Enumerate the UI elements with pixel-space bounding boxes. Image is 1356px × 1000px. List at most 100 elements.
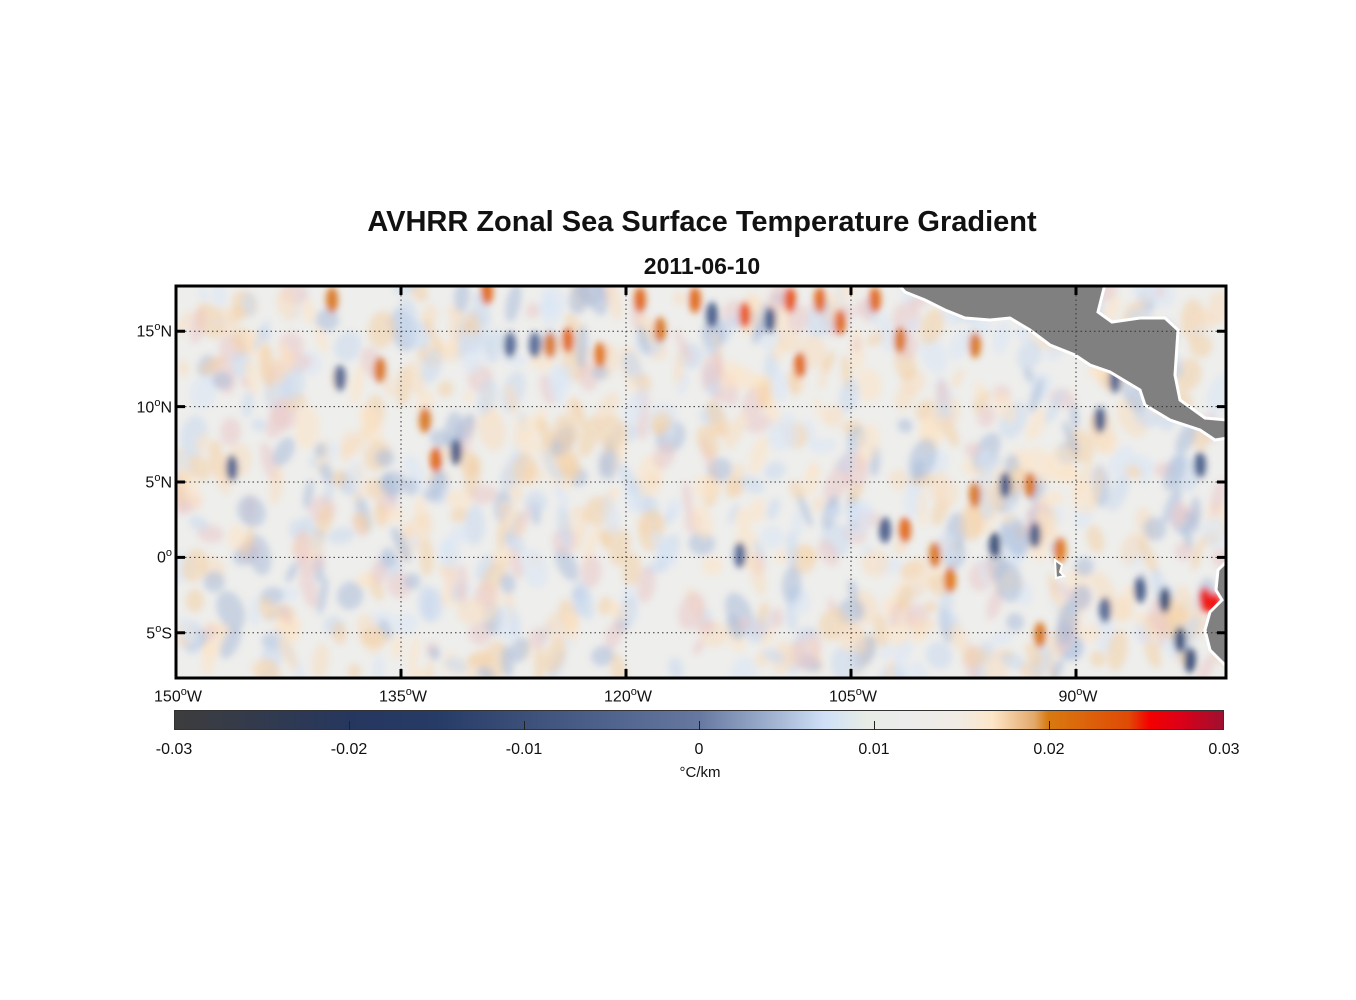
field-blob [846, 500, 874, 537]
field-blob [751, 302, 768, 345]
field-blob [668, 657, 684, 678]
field-blob [836, 455, 856, 475]
field-blob [856, 368, 882, 402]
field-blob [598, 596, 612, 616]
field-blob [1006, 612, 1024, 632]
field-blob [299, 566, 318, 609]
field-blob [525, 303, 541, 319]
field-blob [408, 286, 428, 302]
field-blob [211, 371, 233, 390]
field-blob [477, 407, 506, 451]
field-blob [319, 463, 334, 483]
field-blob [762, 648, 787, 664]
field-blob [450, 525, 470, 545]
field-blob [538, 297, 558, 317]
field-blob [692, 638, 705, 655]
field-blob [791, 509, 803, 540]
field-feature [504, 332, 516, 358]
field-blob [248, 597, 262, 626]
field-feature [814, 287, 826, 313]
field-blob [353, 511, 371, 534]
field-blob [1091, 571, 1117, 608]
field-blob [961, 646, 988, 668]
field-blob [609, 529, 631, 566]
field-feature [374, 357, 386, 383]
field-blob [555, 547, 579, 581]
colorbar-tick [524, 721, 525, 730]
field-blob [450, 507, 468, 523]
field-blob [651, 410, 673, 433]
field-blob [808, 462, 821, 475]
field-blob [637, 324, 650, 354]
field-blob [303, 479, 314, 510]
field-blob [824, 404, 844, 428]
field-blob [1050, 658, 1064, 678]
field-blob [1211, 549, 1226, 571]
field-feature [1024, 472, 1036, 498]
field-blob [543, 638, 566, 674]
field-blob [888, 469, 911, 490]
field-blob [372, 654, 385, 678]
field-feature [989, 532, 1001, 558]
field-blob [1107, 629, 1128, 671]
field-blob [373, 502, 388, 528]
colorbar-tick-label: -0.01 [505, 741, 543, 758]
field-blob [457, 330, 483, 375]
field-blob [895, 384, 916, 411]
field-blob [1071, 480, 1098, 514]
land-galapagos [1053, 557, 1066, 580]
field-blob [580, 555, 602, 588]
colorbar-tick [1049, 721, 1050, 730]
field-blob [604, 620, 624, 649]
field-blob [974, 381, 985, 401]
field-blob [1120, 532, 1144, 564]
field-blob [847, 482, 863, 503]
field-blob [917, 487, 928, 528]
field-blob [798, 333, 827, 369]
field-feature [1034, 622, 1046, 648]
field-blob [185, 588, 205, 613]
field-blob [811, 438, 838, 453]
field-blob [227, 524, 247, 551]
field-blob [842, 302, 854, 321]
field-blob [936, 380, 949, 405]
field-blob [774, 549, 788, 564]
field-blob [673, 329, 694, 363]
field-blob [472, 292, 491, 327]
field-blob [276, 289, 299, 321]
field-blob [1191, 540, 1203, 571]
field-blob [1197, 654, 1216, 678]
chart-title: AVHRR Zonal Sea Surface Temperature Grad… [367, 206, 1037, 238]
y-tick-label: 5oS [146, 622, 172, 643]
field-blob [317, 576, 329, 616]
field-blob [554, 483, 569, 508]
field-blob [277, 635, 299, 671]
field-feature [226, 455, 238, 481]
field-blob [220, 417, 241, 446]
field-blob [760, 525, 784, 549]
field-blob [817, 539, 839, 566]
field-blob [242, 525, 255, 558]
field-blob [625, 351, 638, 379]
colorbar [174, 710, 1224, 730]
field-blob [764, 461, 786, 481]
field-blob [564, 313, 578, 330]
field-blob [360, 627, 388, 648]
field-blob [278, 586, 299, 602]
x-tick-label: 135oW [379, 686, 427, 706]
field-blob [1202, 516, 1226, 549]
field-blob [351, 428, 373, 445]
field-blob [776, 327, 801, 353]
field-blob [189, 375, 217, 410]
field-feature [1094, 407, 1106, 433]
field-blob [403, 478, 418, 496]
field-feature [419, 407, 431, 433]
field-blob [620, 586, 640, 625]
field-blob [925, 600, 938, 613]
field-blob [889, 601, 902, 628]
field-blob [391, 526, 412, 562]
field-blob [466, 652, 493, 668]
field-blob [270, 350, 296, 384]
field-blob [314, 325, 328, 353]
colorbar-tick [349, 721, 350, 730]
